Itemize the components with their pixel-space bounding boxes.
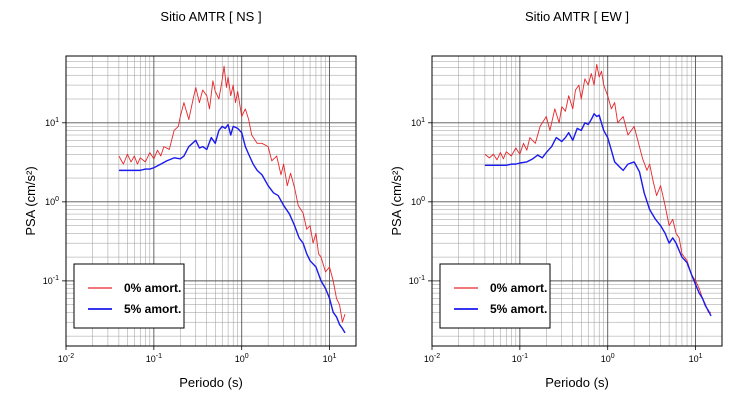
x-axis-label: Periodo (s) [545,375,609,390]
x-tick-label: 10-1 [512,353,528,364]
series-lines [484,63,712,317]
x-tick-label: 10-2 [424,353,440,364]
x-tick-label: 10-2 [58,353,74,364]
y-axis-label-text: PSA (cm/s²) [23,166,38,235]
x-axis-label: Periodo (s) [179,375,243,390]
chart-title: Sitio AMTR [ NS ] [160,9,261,24]
legend-label-1: 5% amort. [490,302,547,316]
y-tick-label: 100 [411,196,425,207]
x-tick-label: 101 [689,353,703,364]
x-axis-ticks: 10-2 10-1 100 101 [58,346,337,364]
y-axis-label: PSA (cm/s²) [23,166,38,235]
series-lines [118,65,346,334]
plot-frame [65,55,357,347]
series-line-undamped [484,63,712,313]
x-tick-label: 10-1 [146,353,162,364]
plot-frame [431,55,723,347]
y-axis-label-text: PSA (cm/s²) [389,166,404,235]
y-tick-label: 100 [45,196,59,207]
legend-label-0: 0% amort. [490,281,547,295]
y-tick-label: 10-1 [43,275,59,286]
y-tick-label: 10-1 [409,275,425,286]
x-axis-ticks: 10-2 10-1 100 101 [424,346,703,364]
x-tick-label: 100 [601,353,615,364]
y-tick-label: 101 [411,117,425,128]
y-axis-ticks: 10-1 100 101 [43,117,66,286]
y-tick-label: 101 [45,117,59,128]
series-line-damped [118,123,346,334]
legend: 0% amort. 5% amort. [73,263,185,329]
x-tick-label: 100 [235,353,249,364]
legend-label-1: 5% amort. [124,302,181,316]
legend-box [73,263,185,329]
grid-minor [432,55,723,346]
legend: 0% amort. 5% amort. [439,263,551,329]
y-axis-label: PSA (cm/s²) [389,166,404,235]
chart-title: Sitio AMTR [ EW ] [525,9,629,24]
legend-box [439,263,551,329]
x-tick-label: 101 [323,353,337,364]
series-line-undamped [118,65,346,323]
legend-label-0: 0% amort. [124,281,181,295]
y-axis-ticks: 10-1 100 101 [409,117,432,286]
series-line-damped [484,113,712,317]
chart-panel-ns: Sitio AMTR [ NS ] 10-2 10-1 100 101 10-1 100… [23,9,357,390]
chart-panel-ew: Sitio AMTR [ EW ] 10-2 10-1 100 101 10-1 100… [389,9,723,390]
